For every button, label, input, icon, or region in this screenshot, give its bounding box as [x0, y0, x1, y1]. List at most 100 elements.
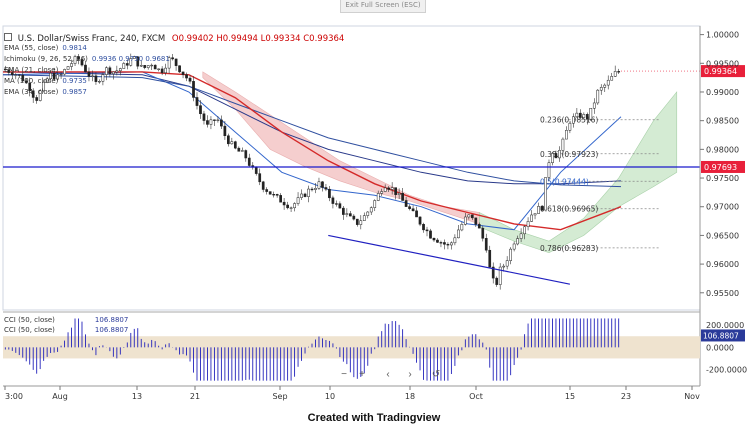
indicator-value: 0.9857	[62, 88, 87, 96]
zoom-out-button[interactable]: −	[341, 369, 347, 380]
candle-body	[261, 181, 265, 190]
reset-chart-button[interactable]: ↺	[431, 369, 441, 380]
candle-body	[101, 74, 105, 82]
candle-body	[484, 238, 488, 251]
price-axis: 1.00000 0.99500 0.99000 0.98500 0.98000 0.975…	[699, 26, 739, 386]
candle-body	[300, 193, 303, 198]
indicator-legend-item[interactable]: EMA (34, close) 0.9857	[4, 88, 87, 96]
candle-body	[314, 188, 317, 190]
candle-body	[52, 72, 56, 80]
candle-body	[310, 188, 314, 191]
indicator-legend-item[interactable]: Ichimoku (9, 26, 52, 26) 0.9936 0.9750 0.…	[4, 55, 170, 63]
candle-body	[94, 75, 98, 82]
price-tick-label: 0.99000	[706, 88, 739, 97]
candle-body	[209, 119, 213, 125]
ma-line-1	[2, 71, 622, 231]
candle-body	[240, 150, 244, 152]
candlesticks	[3, 53, 621, 290]
indicator-value: 0.9735	[62, 77, 87, 85]
candle-body	[592, 102, 596, 109]
candle-body	[84, 64, 87, 73]
candle-body	[488, 249, 492, 268]
scroll-right-button[interactable]: ›	[408, 369, 412, 380]
candle-body	[185, 74, 188, 79]
collapse-icon[interactable]	[4, 33, 12, 41]
candle-body	[582, 114, 586, 118]
candle-body	[558, 150, 561, 159]
candle-body	[206, 120, 209, 125]
candle-body	[429, 230, 432, 239]
time-tick-label: 15	[565, 392, 575, 401]
candle-body	[568, 122, 572, 131]
indicator-legend-item[interactable]: MA (100, close) 0.9735	[4, 77, 87, 85]
candle-body	[585, 114, 589, 120]
candle-body	[439, 242, 443, 244]
candle-body	[73, 56, 77, 64]
price-tick-label: 0.98000	[706, 145, 739, 154]
zoom-in-button[interactable]: +	[359, 369, 365, 380]
price-tick-label: 0.96000	[706, 260, 739, 269]
candle-body	[45, 78, 49, 83]
candle-body	[220, 119, 223, 127]
candle-body	[227, 135, 230, 145]
exit-fullscreen-button[interactable]: Exit Full Screen (ESC)	[340, 0, 426, 13]
candle-body	[397, 193, 401, 195]
cci-legend-item[interactable]: CCI (50, close) 106.8807	[4, 326, 128, 334]
price-tick-label: 1.00000	[706, 31, 739, 40]
time-tick-label: 13	[132, 392, 142, 401]
candle-body	[150, 64, 154, 67]
candle-body	[199, 105, 202, 115]
time-tick-label: Nov	[684, 392, 700, 401]
candle-body	[258, 173, 262, 183]
candle-body	[108, 67, 112, 75]
candle-body	[303, 193, 307, 197]
candle-body	[523, 226, 526, 235]
candle-body	[118, 68, 122, 72]
fib-label-0.618: 0.618(0.96965)	[540, 205, 598, 214]
candle-body	[359, 220, 363, 225]
candle-body	[463, 216, 467, 225]
candle-body	[443, 242, 446, 245]
horizontal-level-label: 0.97693	[704, 163, 737, 172]
indicator-label: EMA (21, close)	[4, 66, 59, 74]
candle-body	[7, 69, 11, 73]
time-tick-label: 3:00	[5, 392, 23, 401]
candle-body	[10, 72, 14, 76]
cci-value-label: 106.8807	[703, 331, 739, 340]
candle-body	[91, 75, 94, 77]
candle-body	[432, 237, 436, 241]
candle-body	[279, 195, 282, 203]
candle-body	[561, 138, 565, 151]
candle-body	[348, 213, 352, 217]
candle-body	[146, 65, 150, 68]
candle-body	[338, 203, 342, 209]
candle-body	[31, 90, 35, 98]
candle-body	[599, 87, 603, 91]
candle-body	[376, 193, 380, 201]
candle-body	[49, 72, 52, 79]
candle-body	[505, 260, 509, 267]
candle-body	[181, 71, 185, 75]
cci-legend-item[interactable]: CCI (50, close) 106.8807	[4, 316, 128, 324]
cci-tick-label: -200.0000	[706, 366, 747, 375]
last-price-label: 0.99364	[704, 67, 737, 76]
time-tick-label: 10	[325, 392, 335, 401]
candle-body	[42, 81, 46, 92]
candle-body	[35, 97, 39, 101]
candle-body	[446, 244, 450, 246]
scroll-left-button[interactable]: ‹	[386, 369, 390, 380]
candle-body	[554, 153, 558, 159]
bearish-cloud	[202, 71, 480, 225]
candle-body	[115, 70, 119, 73]
candle-body	[495, 277, 499, 285]
trend-line-0	[328, 234, 571, 285]
indicator-legend-item[interactable]: EMA (55, close) 0.9814	[4, 44, 87, 52]
candle-body	[178, 65, 181, 73]
candle-body	[613, 71, 617, 77]
candle-body	[21, 74, 25, 82]
candle-body	[164, 67, 167, 74]
indicator-legend-item[interactable]: EMA (21, close)	[4, 66, 62, 74]
candle-body	[3, 68, 7, 71]
candle-body	[80, 59, 84, 66]
